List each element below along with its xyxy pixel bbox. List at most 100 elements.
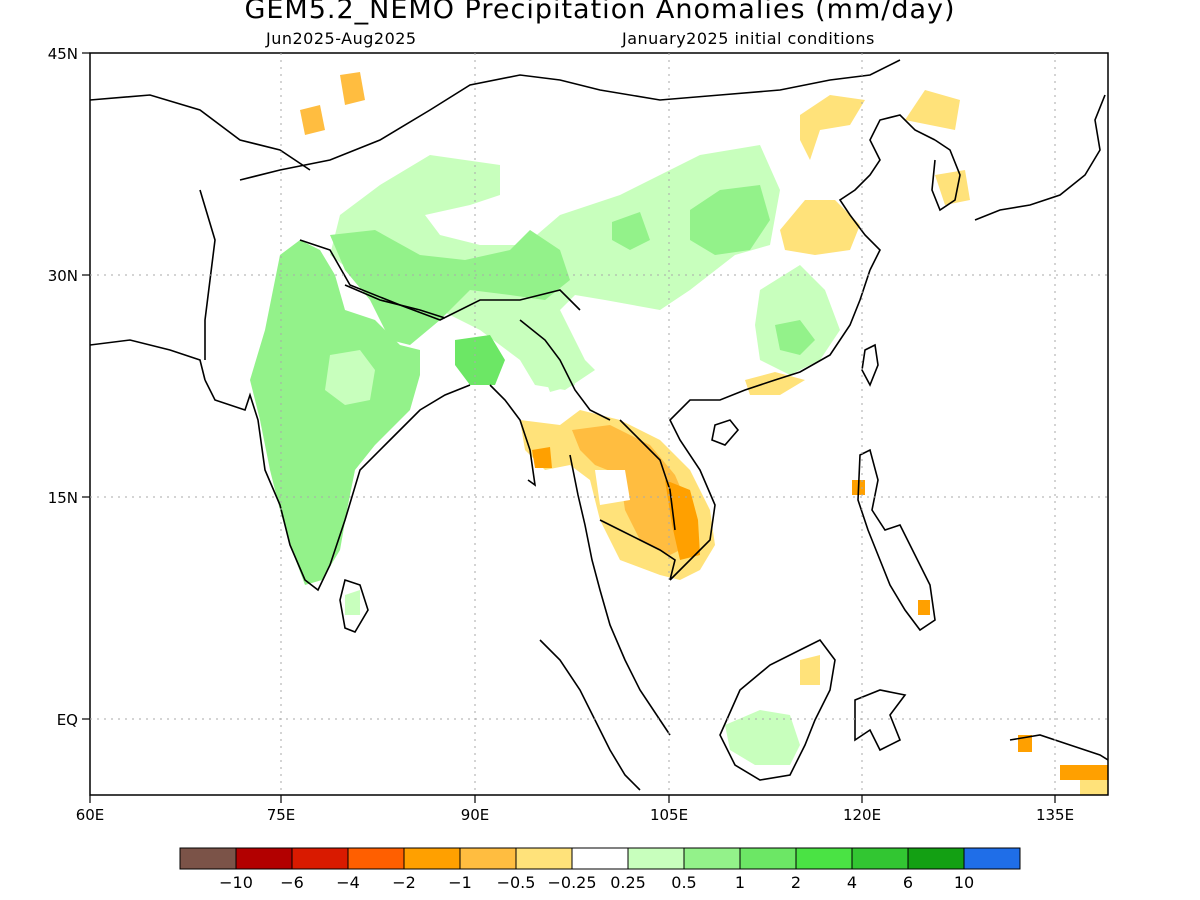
coastline-sri-lanka (339, 578, 369, 633)
anomaly-patch (325, 350, 375, 405)
anomaly-patch (1080, 780, 1108, 795)
colorbar-swatch (179, 847, 237, 870)
border-iran (90, 339, 206, 381)
anomaly-patch (572, 425, 690, 555)
anomaly-patch (612, 212, 650, 250)
coastline-new-guinea (1009, 734, 1108, 761)
colorbar-label: −6 (280, 873, 304, 892)
coastline-sulawesi (854, 689, 907, 752)
anomaly-patch (1060, 765, 1108, 780)
coastline-gulf-thailand (599, 519, 676, 581)
colorbar-label: −2 (392, 873, 416, 892)
coastline-bay-east (489, 384, 537, 487)
colorbar-swatch (739, 847, 797, 870)
anomaly-patch (800, 95, 865, 160)
anomaly-patch (250, 240, 420, 585)
colorbar-swatch (515, 847, 573, 870)
colorbar-label: 1 (735, 873, 745, 892)
anomaly-patch (340, 72, 365, 105)
coastline-korea (931, 139, 961, 212)
colorbar-swatch (571, 847, 629, 870)
coastline-borneo (719, 638, 836, 781)
colorbar-label: −1 (448, 873, 472, 892)
anomaly-patch (1018, 735, 1032, 752)
colorbar-swatch (683, 847, 741, 870)
colorbar-label: 10 (954, 873, 974, 892)
anomaly-patch (745, 372, 805, 395)
lat-label: EQ (57, 711, 78, 729)
plot-title: GEM5.2_NEMO Precipitation Anomalies (mm/… (244, 0, 956, 25)
lon-label: 75E (267, 806, 296, 824)
colorbar-swatch (347, 847, 405, 870)
anomaly-patch (690, 185, 770, 255)
lon-label: 105E (650, 806, 688, 824)
anomaly-patch (330, 230, 570, 345)
anomaly-patch (918, 600, 930, 615)
coastline-china-east (838, 114, 936, 271)
anomaly-patch (300, 105, 325, 135)
anomaly-patch (935, 170, 970, 205)
coastline-vietnam (669, 269, 871, 581)
anomaly-patch (345, 590, 360, 615)
colorbar-label: 0.25 (610, 873, 646, 892)
lon-label: 135E (1036, 806, 1074, 824)
anomaly-field (250, 72, 1108, 795)
anomaly-patch (755, 265, 840, 375)
border-himalaya (299, 239, 581, 321)
lat-label: 30N (48, 267, 78, 285)
anomaly-patch (905, 90, 960, 130)
coastline-taiwan (861, 343, 879, 387)
colorbar-swatch (851, 847, 909, 870)
colorbar-swatch (235, 847, 293, 870)
colorbar-swatch (291, 847, 349, 870)
colorbar-swatch (459, 847, 517, 870)
colorbar-label: 0.5 (671, 873, 696, 892)
forecast-period: Jun2025-Aug2025 (266, 29, 417, 48)
colorbar-label: 6 (903, 873, 913, 892)
border-myanmar (519, 319, 611, 421)
coastline-hainan (711, 419, 740, 446)
border-nepal (344, 284, 446, 319)
anomaly-patch (540, 362, 575, 392)
coastline-india (204, 379, 471, 592)
anomaly-patch (800, 655, 820, 685)
colorbar-labels: −10 −6 −4 −2 −1 −0.5 −0.25 0.25 0.5 1 2 4 6 10 (219, 873, 974, 892)
colorbar-swatch (907, 847, 965, 870)
colorbar-label: −10 (219, 873, 253, 892)
map-frame (89, 52, 1109, 796)
anomaly-patch (665, 480, 700, 560)
lon-label: 90E (461, 806, 490, 824)
graticule (90, 53, 1108, 795)
border-kazakh (90, 94, 311, 171)
lon-label: 120E (843, 806, 881, 824)
coastline-philippines (857, 448, 936, 632)
colorbar-label: 4 (847, 873, 857, 892)
coastline-sumatra (539, 639, 641, 791)
anomaly-patch (595, 470, 630, 505)
coastlines (90, 59, 1108, 791)
coastline-japan (974, 94, 1106, 221)
lon-label: 60E (76, 806, 105, 824)
lat-label: 15N (48, 489, 78, 507)
initial-conditions: January2025 initial conditions (622, 29, 875, 48)
border-china-north (239, 59, 901, 181)
coastline-malay (569, 454, 671, 736)
anomaly-patch (532, 447, 552, 468)
anomaly-patch (455, 335, 505, 385)
anomaly-patch (725, 710, 800, 765)
anomaly-patch (775, 320, 815, 355)
anomaly-patch (780, 200, 860, 255)
colorbar-label: −4 (336, 873, 360, 892)
colorbar-swatch (963, 847, 1021, 870)
lat-label: 45N (48, 45, 78, 63)
border-pakistan (199, 189, 216, 360)
border-indochina (619, 419, 676, 531)
colorbar-boxes (179, 847, 1021, 870)
colorbar-swatch (403, 847, 461, 870)
colorbar-label: 2 (791, 873, 801, 892)
colorbar-label: −0.5 (497, 873, 536, 892)
colorbar-label: −0.25 (547, 873, 596, 892)
ticks (82, 52, 1056, 803)
